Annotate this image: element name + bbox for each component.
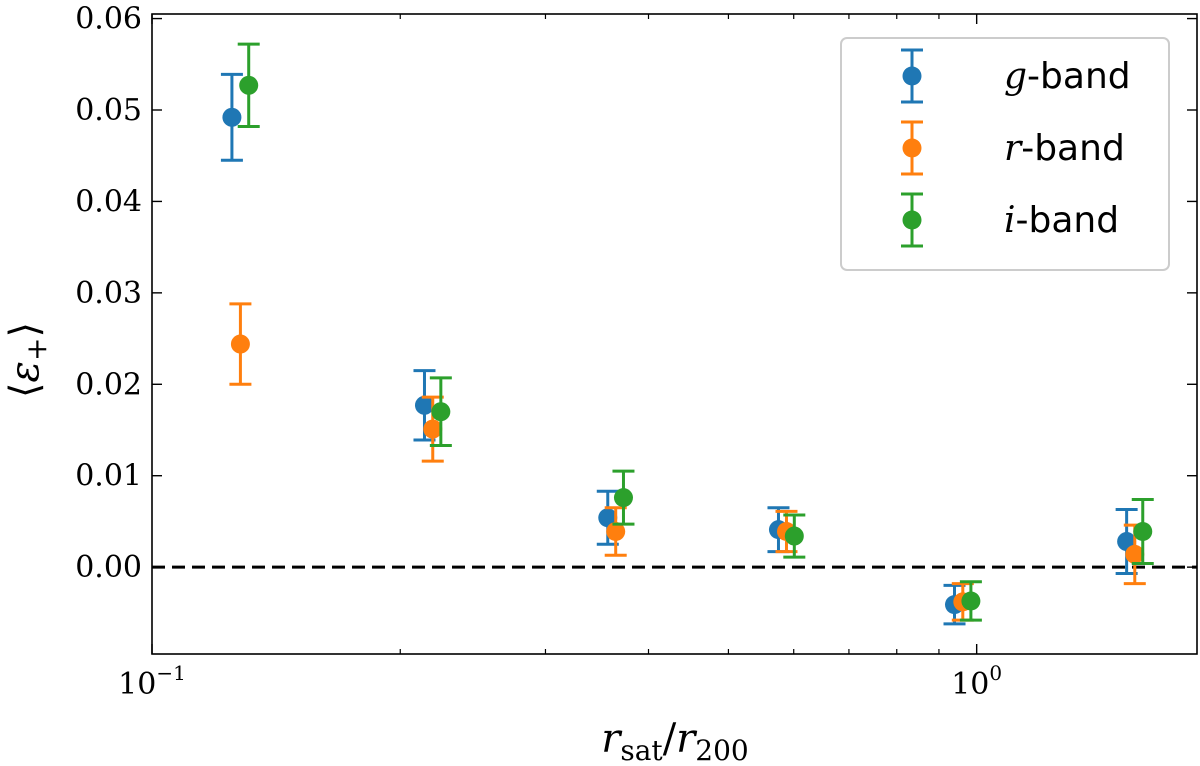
- y-tick-label: 0.02: [75, 367, 142, 402]
- y-tick-label: 0.03: [75, 276, 142, 311]
- ylabel-subscript: +: [20, 338, 53, 361]
- series-r-band: [229, 302, 1146, 622]
- legend-box: [840, 37, 1170, 271]
- ylabel-symbol: ε: [2, 361, 48, 382]
- data-point: [222, 107, 242, 127]
- ylabel-left-bracket: ⟨: [2, 382, 48, 398]
- data-point: [961, 591, 981, 611]
- data-point: [423, 419, 443, 439]
- y-axis-label: ⟨ε+⟩: [2, 322, 53, 398]
- legend-marker: [902, 210, 922, 230]
- legend-entry-g-band: g-band: [901, 48, 1131, 104]
- data-point: [1125, 544, 1145, 564]
- legend: g-band r-band i-band: [840, 37, 1170, 271]
- data-point: [784, 526, 804, 546]
- legend-entry-i-band: i-band: [901, 192, 1119, 248]
- x-tick-label: 10−1: [118, 661, 186, 702]
- xlabel-sub1: sat: [620, 734, 663, 766]
- y-tick-label: 0.01: [75, 459, 142, 494]
- xlabel-separator: /: [663, 716, 677, 762]
- data-point: [1133, 521, 1153, 541]
- series-i-band: [237, 42, 1154, 622]
- x-tick-label: 100: [951, 661, 1002, 702]
- legend-entry-r-band: r-band: [901, 120, 1125, 176]
- xlabel-base2: r: [676, 716, 698, 762]
- data-point: [239, 75, 259, 95]
- data-point: [414, 395, 434, 415]
- data-point: [613, 488, 633, 508]
- data-point: [598, 508, 618, 528]
- ylabel-right-bracket: ⟩: [2, 322, 48, 338]
- axis-ticks: 0.00 0.01 0.02 0.03 0.04 0.05 0.06 10−1 100: [75, 2, 1197, 702]
- legend-marker: [902, 66, 922, 86]
- plot-frame: [151, 13, 1198, 655]
- data-point: [230, 334, 250, 354]
- y-tick-label: 0.06: [75, 2, 142, 37]
- series-layer: [220, 42, 1154, 626]
- y-tick-label: 0.05: [75, 93, 142, 128]
- data-point: [431, 402, 451, 422]
- xlabel-sub2: 200: [695, 734, 748, 766]
- x-axis-label: rsat/r200: [601, 716, 749, 766]
- data-point: [606, 521, 626, 541]
- legend-label: r-band: [1004, 128, 1125, 169]
- legend-label: i-band: [1004, 200, 1119, 241]
- xlabel-base1: r: [601, 716, 623, 762]
- y-tick-label: 0.04: [75, 184, 142, 219]
- legend-label: g-band: [1004, 56, 1131, 97]
- legend-marker: [902, 138, 922, 158]
- y-tick-label: 0.00: [75, 550, 142, 585]
